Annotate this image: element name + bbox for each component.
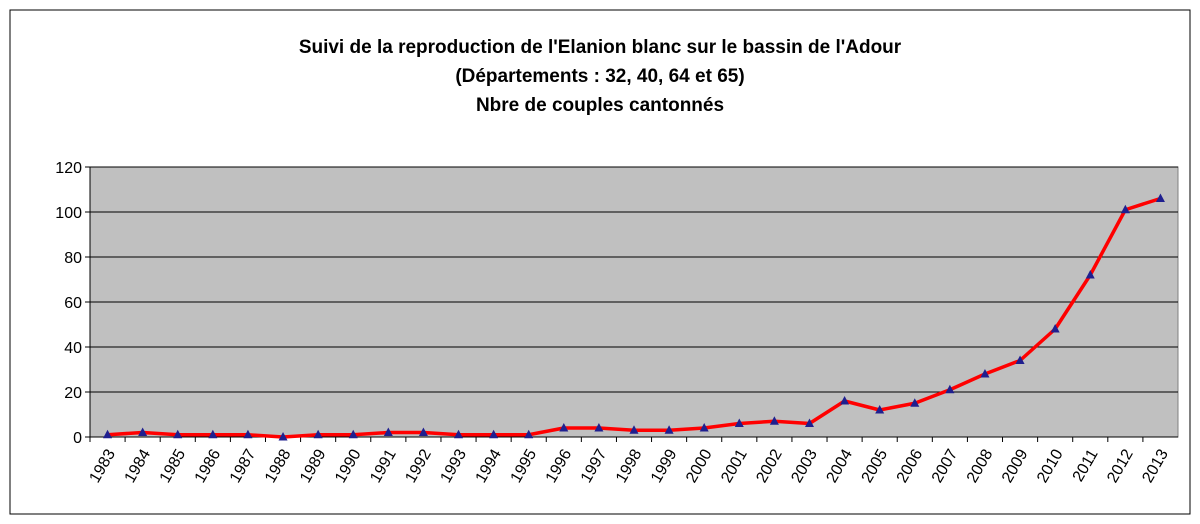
y-tick-label: 40 xyxy=(64,340,82,357)
point-marker xyxy=(173,429,183,439)
y-tick-label: 60 xyxy=(64,295,82,312)
point-marker xyxy=(243,429,253,439)
y-tick-label: 20 xyxy=(64,385,82,402)
point-marker xyxy=(769,416,779,425)
point-marker xyxy=(454,429,464,439)
y-tick-label: 120 xyxy=(55,160,82,177)
point-marker xyxy=(489,429,499,439)
point-marker xyxy=(980,369,990,378)
point-marker xyxy=(734,418,744,427)
point-marker xyxy=(348,429,358,439)
point-marker xyxy=(559,423,569,432)
point-marker xyxy=(594,423,604,432)
point-marker xyxy=(138,427,148,436)
point-marker xyxy=(313,429,323,439)
point-marker xyxy=(103,429,113,439)
point-marker xyxy=(524,429,534,439)
point-marker xyxy=(945,384,955,394)
point-marker xyxy=(804,418,814,427)
point-marker xyxy=(278,432,288,441)
point-marker xyxy=(383,427,393,436)
y-tick-label: 100 xyxy=(55,205,82,222)
point-marker xyxy=(1050,324,1060,333)
point-marker xyxy=(1015,355,1025,364)
chart-title: Nbre de couples cantonnés xyxy=(476,95,724,116)
point-marker xyxy=(418,427,428,436)
point-marker xyxy=(664,425,674,434)
point-marker xyxy=(1120,204,1130,214)
y-tick-label: 80 xyxy=(64,250,82,267)
point-marker xyxy=(629,425,639,434)
point-marker xyxy=(1085,270,1095,279)
chart-title: Suivi de la reproduction de l'Elanion bl… xyxy=(299,37,902,58)
point-marker xyxy=(875,405,885,414)
point-marker xyxy=(208,429,218,439)
y-tick-label: 0 xyxy=(73,430,82,447)
point-marker xyxy=(910,398,920,407)
point-marker xyxy=(699,423,709,432)
chart-title: (Départements : 32, 40, 64 et 65) xyxy=(455,66,744,87)
point-marker xyxy=(840,396,850,405)
point-marker xyxy=(1155,193,1165,202)
